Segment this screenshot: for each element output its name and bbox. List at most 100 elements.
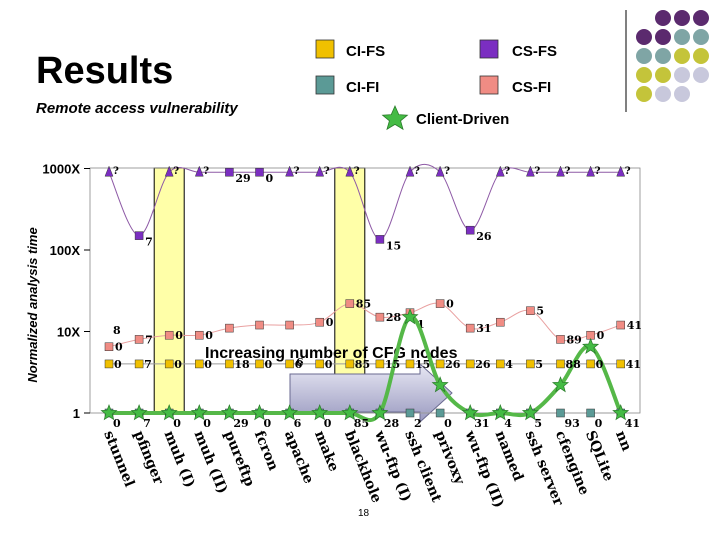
data-label-csfi: 28 <box>386 311 402 324</box>
marker-cifs <box>465 359 475 369</box>
slide-title: Results <box>36 50 174 92</box>
data-label-csfs: ? <box>173 166 179 177</box>
legend-label-cifs: CI-FS <box>346 43 385 60</box>
data-label-csfs: ? <box>444 166 450 177</box>
data-label-csfs: ? <box>324 166 330 177</box>
data-label-cifi: 0 <box>444 417 452 430</box>
data-label-cifs: 15 <box>385 358 400 371</box>
data-label-csfi: 31 <box>476 322 491 335</box>
legend-swatch-csfs <box>479 39 499 59</box>
data-label-csfi: 89 <box>567 333 582 346</box>
marker-csfi <box>345 299 355 308</box>
x-tick-label: SQLite <box>582 429 617 484</box>
marker-client <box>401 308 419 325</box>
legend-swatch-csfi <box>479 75 499 95</box>
decorative-dot <box>693 67 709 83</box>
data-label-cifi: 28 <box>384 417 400 430</box>
decorative-dot <box>655 29 671 45</box>
marker-csfi <box>225 323 234 333</box>
decorative-dot <box>674 29 690 45</box>
marker-client <box>461 404 479 421</box>
y-tick-label: 100X <box>50 243 81 258</box>
data-label-cifs: 5 <box>535 358 543 371</box>
decorative-dot <box>655 48 671 64</box>
data-label-cifi: 93 <box>565 417 580 430</box>
marker-csfs <box>556 165 565 177</box>
marker-csfs <box>616 165 626 177</box>
data-label-csfs: ? <box>595 166 601 177</box>
data-label-cifi: 4 <box>504 417 512 430</box>
marker-cifs <box>496 359 505 369</box>
marker-csfs <box>345 165 355 177</box>
marker-client <box>582 337 600 355</box>
data-label-csfs: 0 <box>266 172 274 185</box>
data-label-csfi: 0 <box>115 341 123 354</box>
marker-cifi <box>586 408 595 418</box>
marker-csfs <box>435 165 445 177</box>
data-label-csfs: ? <box>414 166 420 177</box>
data-label-csfs: ? <box>354 166 360 177</box>
data-label-csfi: 7 <box>145 333 153 346</box>
data-label-csfi: 0 <box>175 329 183 342</box>
marker-cifs <box>285 359 294 369</box>
marker-csfi <box>285 320 294 330</box>
marker-csfi <box>255 320 264 330</box>
y-tick-label: 1000X <box>42 162 80 177</box>
legend-swatch-cifs <box>315 39 335 59</box>
y-tick-label: 1 <box>73 406 80 421</box>
marker-csfi <box>195 330 204 340</box>
slide-subtitle: Remote access vulnerability <box>36 100 238 117</box>
highlight-band <box>334 167 366 414</box>
data-label-cifs: 7 <box>144 358 152 371</box>
decorative-dot <box>655 67 671 83</box>
data-label-cifi: 0 <box>113 417 121 430</box>
data-label-csfi: 85 <box>356 298 371 311</box>
decorative-dot <box>693 48 709 64</box>
marker-cifs <box>255 359 264 369</box>
data-label-cifs: 0 <box>325 358 333 371</box>
marker-cifi <box>556 408 565 418</box>
data-label-cifs: 0 <box>174 358 182 371</box>
data-label-cifs: 4 <box>505 358 513 371</box>
data-label-csfs: ? <box>113 166 119 177</box>
decorative-dot <box>674 48 690 64</box>
data-label-csfi: 0 <box>597 329 605 342</box>
data-label-csfs: ? <box>294 166 300 177</box>
marker-cifs <box>134 359 144 369</box>
page-number: 18 <box>358 508 370 519</box>
data-label-cifs: 85 <box>355 358 370 371</box>
x-tick-label: apache <box>281 429 317 487</box>
data-label-cifs: 26 <box>475 358 491 371</box>
marker-csfs <box>255 167 264 177</box>
data-label-cifi: 7 <box>143 417 151 430</box>
data-label-csfi: 0 <box>326 316 334 329</box>
marker-cifi <box>405 408 415 418</box>
legend-label-csfi: CS-FI <box>512 79 551 96</box>
marker-csfi <box>164 330 174 340</box>
data-label-cifs: 15 <box>415 358 430 371</box>
legend-label-cifi: CI-FI <box>346 79 379 96</box>
data-label-cifi: 0 <box>264 417 272 430</box>
x-tick-label: make <box>311 429 342 474</box>
marker-csfs <box>134 231 144 240</box>
data-label-csfs: 15 <box>386 239 401 252</box>
data-label-cifs: 0 <box>204 358 212 371</box>
data-label-csfs: ? <box>534 166 540 177</box>
legend-star-client <box>381 105 409 131</box>
legend-swatch-cifi <box>315 75 335 95</box>
highlight-band <box>153 167 185 414</box>
data-label-cifi: 41 <box>625 417 640 430</box>
marker-csfs <box>405 165 415 177</box>
decorative-dot <box>636 86 652 102</box>
marker-cifi <box>435 408 445 418</box>
data-label-csfi: 5 <box>536 305 544 318</box>
x-tick-label: fcron <box>251 429 281 473</box>
marker-csfi <box>435 299 445 308</box>
marker-client <box>551 376 570 393</box>
marker-csfi <box>104 342 114 351</box>
marker-cifs <box>315 359 324 369</box>
marker-csfs <box>375 235 385 244</box>
decorative-dot <box>693 10 709 26</box>
data-label-csfs: ? <box>625 166 631 177</box>
